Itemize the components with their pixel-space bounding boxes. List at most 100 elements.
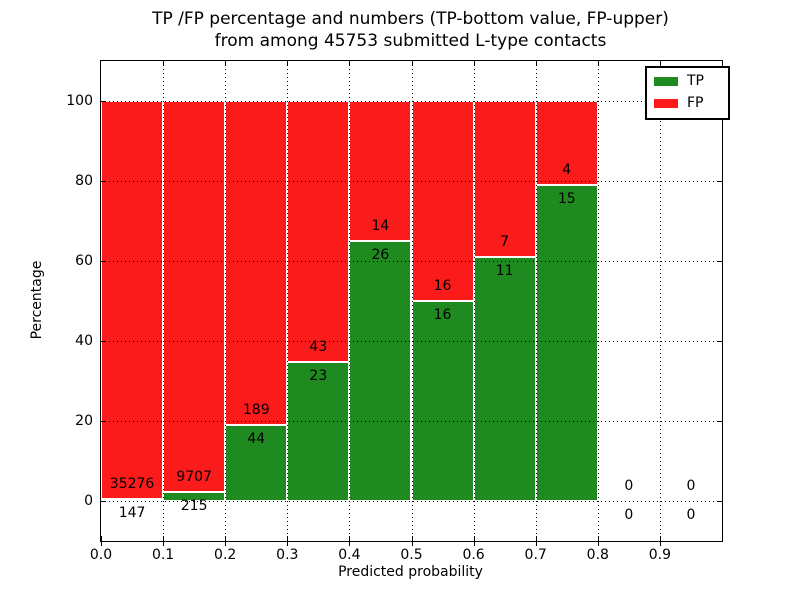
- horizontal-gridline: [101, 261, 722, 262]
- fp-count-label: 35276: [109, 476, 155, 493]
- y-tick-mark: [101, 101, 106, 102]
- tp-count-label: 23: [309, 367, 328, 384]
- tp-bar: [349, 241, 412, 501]
- fp-bar: [101, 101, 164, 500]
- chart-title-line2: from among 45753 submitted L-type contac…: [214, 31, 607, 51]
- vertical-gridline: [411, 61, 413, 541]
- x-tick-mark: [349, 536, 351, 546]
- horizontal-gridline: [101, 501, 722, 502]
- y-tick-label: 100: [66, 93, 93, 109]
- horizontal-gridline: [101, 181, 722, 182]
- fp-count-label: 4: [562, 162, 572, 179]
- x-tick-label: 0.0: [89, 547, 113, 563]
- fp-count-label: 0: [686, 478, 696, 494]
- fp-bar: [225, 101, 288, 426]
- x-tick-mark-top: [659, 61, 661, 66]
- x-tick-mark: [101, 536, 102, 546]
- y-tick-mark-right: [717, 181, 722, 182]
- legend: TP FP: [645, 66, 730, 120]
- fp-bar: [411, 101, 474, 301]
- x-tick-mark: [411, 536, 413, 546]
- vertical-gridline: [597, 61, 599, 541]
- tp-bar: [287, 361, 350, 501]
- vertical-gridline: [535, 61, 537, 541]
- x-tick-mark-top: [597, 61, 599, 66]
- y-tick-mark-right: [717, 341, 722, 342]
- chart-title: TP /FP percentage and numbers (TP-bottom…: [100, 8, 721, 52]
- fp-count-label: 189: [242, 402, 270, 419]
- x-tick-mark: [287, 536, 289, 546]
- tp-bar: [225, 425, 288, 501]
- x-tick-mark-top: [287, 61, 289, 66]
- fp-bar: [163, 101, 226, 493]
- horizontal-gridline: [101, 341, 722, 342]
- tp-legend-swatch: [654, 77, 678, 86]
- x-tick-mark-top: [349, 61, 351, 66]
- y-tick-mark-right: [717, 421, 722, 422]
- x-tick-label: 0.7: [524, 547, 547, 563]
- x-tick-label: 0.4: [338, 547, 361, 563]
- fp-count-label: 7: [500, 233, 510, 250]
- x-tick-label: 0.6: [462, 547, 485, 563]
- tp-count-label: 11: [495, 262, 514, 279]
- vertical-gridline: [287, 61, 289, 541]
- vertical-gridline: [163, 61, 165, 541]
- x-tick-label: 0.5: [400, 547, 423, 563]
- x-tick-label: 0.9: [648, 547, 672, 563]
- vertical-gridline: [473, 61, 475, 541]
- y-tick-mark: [101, 261, 106, 262]
- x-tick-mark: [597, 536, 599, 546]
- tp-bar: [411, 301, 474, 501]
- fp-bar: [287, 101, 350, 362]
- x-tick-label: 0.2: [214, 547, 237, 563]
- y-tick-mark-right: [717, 501, 722, 502]
- y-tick-mark: [101, 501, 106, 502]
- x-tick-mark: [163, 536, 165, 546]
- fp-count-label: 9707: [176, 469, 212, 486]
- x-tick-mark: [473, 536, 475, 546]
- tp-legend-label: TP: [687, 73, 704, 89]
- x-tick-mark: [535, 536, 537, 546]
- fp-count-label: 14: [371, 218, 390, 234]
- x-tick-label: 0.3: [276, 547, 299, 563]
- tp-bar: [473, 256, 536, 501]
- x-tick-mark-top: [535, 61, 537, 66]
- y-tick-label: 80: [75, 173, 93, 189]
- fp-count-label: 16: [433, 278, 452, 294]
- x-tick-label: 0.1: [151, 547, 175, 563]
- vertical-gridline: [659, 61, 661, 541]
- tp-count-label: 0: [686, 507, 696, 523]
- fp-bar: [349, 101, 412, 241]
- x-axis-title: Predicted probability: [338, 564, 483, 580]
- x-tick-mark-top: [411, 61, 413, 66]
- chart-title-line1: TP /FP percentage and numbers (TP-bottom…: [152, 9, 669, 29]
- fp-legend-swatch: [654, 99, 678, 108]
- tp-count-label: 0: [624, 507, 634, 523]
- y-tick-label: 20: [75, 413, 93, 429]
- x-tick-mark: [225, 536, 227, 546]
- tp-count-label: 16: [433, 307, 452, 323]
- x-tick-mark-top: [473, 61, 475, 66]
- fp-bar: [473, 101, 536, 257]
- y-tick-label: 60: [75, 253, 93, 269]
- plot-area: TP FP 0.0 0.1 0.2 0.3 0.4 0.5 0.6 0.7 0.8 0.9 0 20 4…: [66, 60, 730, 563]
- vertical-gridline: [225, 61, 227, 541]
- fp-count-label: 0: [624, 478, 634, 494]
- y-tick-label: 40: [75, 333, 93, 349]
- horizontal-gridline: [101, 421, 722, 422]
- legend-item-tp: TP: [654, 73, 720, 90]
- vertical-gridline: [349, 61, 351, 541]
- legend-item-fp: FP: [654, 95, 720, 112]
- tp-count-label: 15: [557, 191, 576, 208]
- x-tick-mark: [659, 536, 661, 546]
- y-tick-label: 0: [84, 493, 93, 509]
- y-tick-mark: [101, 421, 106, 422]
- horizontal-gridline: [101, 101, 722, 102]
- y-tick-mark-right: [717, 261, 722, 262]
- tp-count-label: 147: [118, 505, 146, 522]
- x-tick-mark-top: [225, 61, 227, 66]
- tp-count-label: 44: [247, 431, 266, 448]
- y-tick-mark: [101, 181, 106, 182]
- fp-legend-label: FP: [687, 95, 704, 111]
